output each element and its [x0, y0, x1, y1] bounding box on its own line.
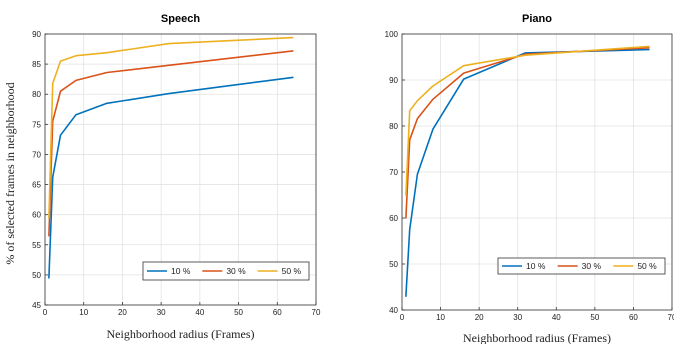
- y-tick-label: 70: [32, 150, 41, 159]
- y-tick-label: 40: [389, 306, 398, 315]
- series-line-10-pct: [405, 48, 650, 298]
- chart-title: Piano: [522, 13, 552, 25]
- chart-1: 0 10 20 30 40 50 60 70 40 50 60 70 80 90 100 Piano Neigh…: [385, 13, 674, 344]
- legend-label: 50 %: [637, 261, 657, 271]
- legend: 10 % 30 % 50 %: [142, 261, 310, 281]
- chart-title: Speech: [161, 13, 200, 25]
- y-tick-label: 55: [32, 241, 41, 250]
- axes-frame: [44, 33, 317, 306]
- x-tick-label: 60: [629, 313, 638, 322]
- x-tick-label: 60: [273, 308, 282, 317]
- x-tick-label: 70: [668, 313, 674, 322]
- legend-label: 10 %: [526, 261, 546, 271]
- x-tick-label: 50: [234, 308, 243, 317]
- y-tick-label: 65: [32, 181, 41, 190]
- legend-label: 30 %: [582, 261, 602, 271]
- legend-box: [142, 261, 310, 281]
- y-tick-label: 50: [32, 271, 41, 280]
- legend: 10 % 30 % 50 %: [497, 257, 666, 275]
- y-tick-label: 70: [389, 168, 398, 177]
- legend-label: 30 %: [226, 266, 246, 276]
- x-axis-label: Neighborhood radius (Frames): [107, 327, 255, 341]
- legend-label: 10 %: [171, 266, 191, 276]
- x-tick-label: 40: [195, 308, 204, 317]
- x-tick-label: 50: [590, 313, 599, 322]
- x-tick-label: 20: [118, 308, 127, 317]
- y-tick-label: 45: [32, 301, 41, 310]
- x-tick-label: 10: [79, 308, 88, 317]
- y-tick-label: 90: [389, 76, 398, 85]
- x-tick-label: 20: [475, 313, 484, 322]
- x-tick-label: 10: [436, 313, 445, 322]
- x-tick-label: 40: [552, 313, 561, 322]
- y-tick-label: 80: [389, 122, 398, 131]
- y-tick-label: 80: [32, 90, 41, 99]
- y-tick-label: 50: [389, 260, 398, 269]
- series-line-50-pct: [405, 45, 650, 196]
- series-line-50-pct: [48, 36, 294, 219]
- legend-label: 50 %: [282, 266, 302, 276]
- series-line-30-pct: [405, 46, 650, 219]
- x-tick-label: 30: [157, 308, 166, 317]
- x-axis-label: Neighborhood radius (Frames): [463, 331, 611, 344]
- y-tick-label: 60: [32, 211, 41, 220]
- y-tick-label: 90: [32, 30, 41, 39]
- y-tick-label: 60: [389, 214, 398, 223]
- x-tick-label: 70: [312, 308, 321, 317]
- x-tick-label: 0: [43, 308, 48, 317]
- y-axis-label: % of selected frames in neighborhood: [3, 82, 17, 264]
- x-tick-label: 30: [513, 313, 522, 322]
- y-tick-label: 85: [32, 60, 41, 69]
- series-line-10-pct: [48, 76, 294, 279]
- legend-box: [497, 257, 666, 275]
- x-tick-label: 0: [400, 313, 405, 322]
- y-tick-label: 75: [32, 120, 41, 129]
- y-tick-label: 100: [385, 30, 399, 39]
- chart-0: 0 10 20 30 40 50 60 70 45 50 55 60 65 70 75 80 85 90 Speec…: [3, 13, 321, 341]
- series-line-30-pct: [48, 50, 294, 237]
